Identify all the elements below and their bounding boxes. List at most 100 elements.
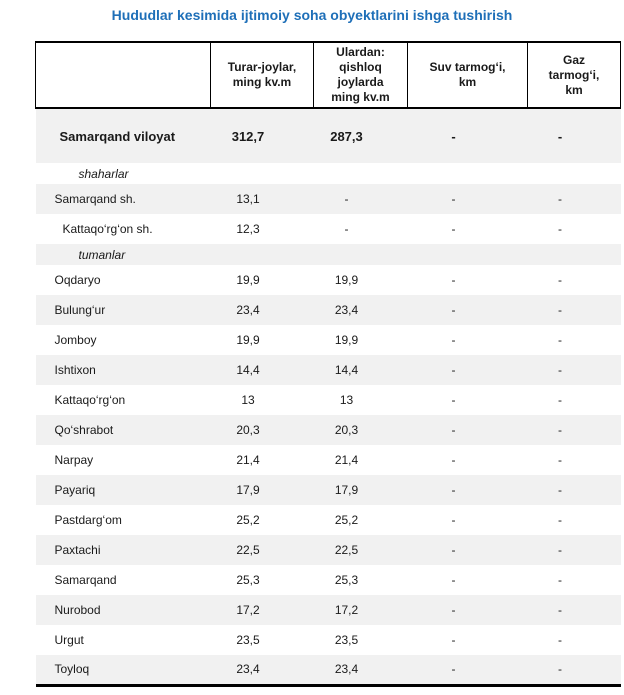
row-value: - [451, 273, 456, 287]
column-header-turar-joylar: Turar-joylar, ming kv.m [210, 41, 314, 109]
row-value: - [527, 655, 621, 687]
table-row-district: Pastdarg‘om 25,2 25,2 - - [36, 505, 621, 535]
row-label: Pastdarg‘om [54, 513, 122, 527]
row-label: Urgut [54, 633, 84, 647]
row-value: - [451, 333, 456, 347]
row-value: - [527, 475, 621, 505]
row-label: Nurobod [35, 595, 211, 625]
row-label: Ishtixon [35, 355, 211, 385]
row-value [527, 244, 621, 265]
table-row-district: Oqdaryo 19,9 19,9 - - [36, 265, 621, 295]
row-value: - [527, 415, 621, 445]
row-value [407, 244, 528, 265]
table-row-district: Narpay 21,4 21,4 - - [36, 445, 621, 475]
row-value: 19,9 [334, 273, 359, 287]
row-label: Bulung‘ur [35, 295, 211, 325]
table-row-district: Samarqand 25,3 25,3 - - [36, 565, 621, 595]
row-value: 20,3 [313, 415, 408, 445]
row-value [313, 244, 408, 265]
table-header: Turar-joylar, ming kv.m Ulardan: qishloq… [35, 41, 621, 109]
row-value: 23,4 [210, 295, 314, 325]
row-label: Qo‘shrabot [35, 415, 211, 445]
table-row-district: Urgut 23,5 23,5 - - [36, 625, 621, 655]
table-row-subheader: shaharlar [36, 163, 621, 184]
row-value: - [527, 184, 621, 214]
row-value: - [344, 222, 349, 236]
row-value: 17,2 [313, 595, 408, 625]
report-table-container: Turar-joylar, ming kv.m Ulardan: qishloq… [35, 41, 621, 687]
row-value: 19,9 [236, 333, 260, 347]
row-value: 19,9 [334, 333, 359, 347]
row-value: - [407, 535, 528, 565]
row-value: - [527, 108, 621, 163]
row-value: 14,4 [313, 355, 408, 385]
row-value: - [407, 655, 528, 687]
row-value: - [407, 595, 528, 625]
row-value: 20,3 [210, 415, 314, 445]
row-value [210, 244, 314, 265]
row-value: - [451, 453, 456, 467]
row-label: Samarqand viloyat [35, 108, 211, 163]
row-value: - [558, 573, 562, 587]
row-value: - [407, 108, 528, 163]
row-value: - [558, 513, 562, 527]
row-value: - [527, 355, 621, 385]
column-header-ulardan-qishloq: Ulardan: qishloq joylarda ming kv.m [313, 41, 408, 109]
row-value: 13,1 [210, 184, 314, 214]
row-value: 23,5 [236, 633, 260, 647]
row-value: 19,9 [236, 273, 260, 287]
row-value: 17,9 [210, 475, 314, 505]
row-label: tumanlar [35, 244, 211, 265]
row-value: - [451, 573, 456, 587]
row-value: 13 [339, 393, 354, 407]
table-row-total: Samarqand viloyat 312,7 287,3- - [35, 108, 621, 163]
regions-data-table: Turar-joylar, ming kv.m Ulardan: qishloq… [35, 41, 621, 687]
row-value: 12,3 [236, 222, 260, 236]
table-row-city: Samarqand sh. 13,1- - - [35, 184, 621, 214]
row-value: - [313, 184, 408, 214]
row-value: 13 [241, 393, 255, 407]
table-row-district: Qo‘shrabot 20,3 20,3- - [35, 415, 621, 445]
row-value: 23,5 [334, 633, 359, 647]
column-header-gaz-tarmogi: Gaz tarmog‘i, km [527, 41, 621, 109]
row-value: 22,5 [210, 535, 314, 565]
row-label: Oqdaryo [54, 273, 101, 287]
row-value: 23,4 [210, 655, 314, 687]
row-value: 25,2 [236, 513, 260, 527]
row-label: Paxtachi [35, 535, 211, 565]
row-value: - [558, 633, 562, 647]
row-value [211, 163, 314, 184]
row-value: 17,9 [313, 475, 408, 505]
row-value: - [558, 393, 562, 407]
table-row-district: Ishtixon 14,4 14,4- - [35, 355, 621, 385]
row-value: - [558, 453, 562, 467]
row-value: 312,7 [210, 108, 314, 163]
row-value: 14,4 [210, 355, 314, 385]
row-value: - [407, 415, 528, 445]
row-value: - [451, 393, 456, 407]
row-value: 21,4 [236, 453, 260, 467]
row-label: Kattaqo‘rg‘on sh. [62, 222, 153, 236]
row-value: - [407, 475, 528, 505]
table-row-city: Kattaqo‘rg‘on sh. 12,3 - - - [36, 214, 621, 244]
row-label: Narpay [54, 453, 94, 467]
column-header-region [35, 41, 211, 109]
page-title: Hududlar kesimida ijtimoiy soha obyektla… [111, 7, 513, 23]
row-value [528, 163, 621, 184]
row-label: shaharlar [78, 166, 129, 181]
table-row-subheader: tumanlar [35, 244, 621, 265]
row-value: 22,5 [313, 535, 408, 565]
table-row-district: Paxtachi 22,5 22,5- - [35, 535, 621, 565]
row-value: 23,4 [313, 295, 408, 325]
table-row-district: Kattaqo‘rg‘on 13 13 - - [36, 385, 621, 415]
row-value: - [407, 295, 528, 325]
row-value: 21,4 [334, 453, 359, 467]
row-label: Kattaqo‘rg‘on [54, 393, 126, 407]
table-row-district: Toyloq 23,4 23,4- - [35, 655, 621, 687]
row-label: Samarqand [54, 573, 117, 587]
row-value: 17,2 [210, 595, 314, 625]
row-value: - [527, 595, 621, 625]
row-value: - [451, 513, 456, 527]
row-value: 23,4 [313, 655, 408, 687]
